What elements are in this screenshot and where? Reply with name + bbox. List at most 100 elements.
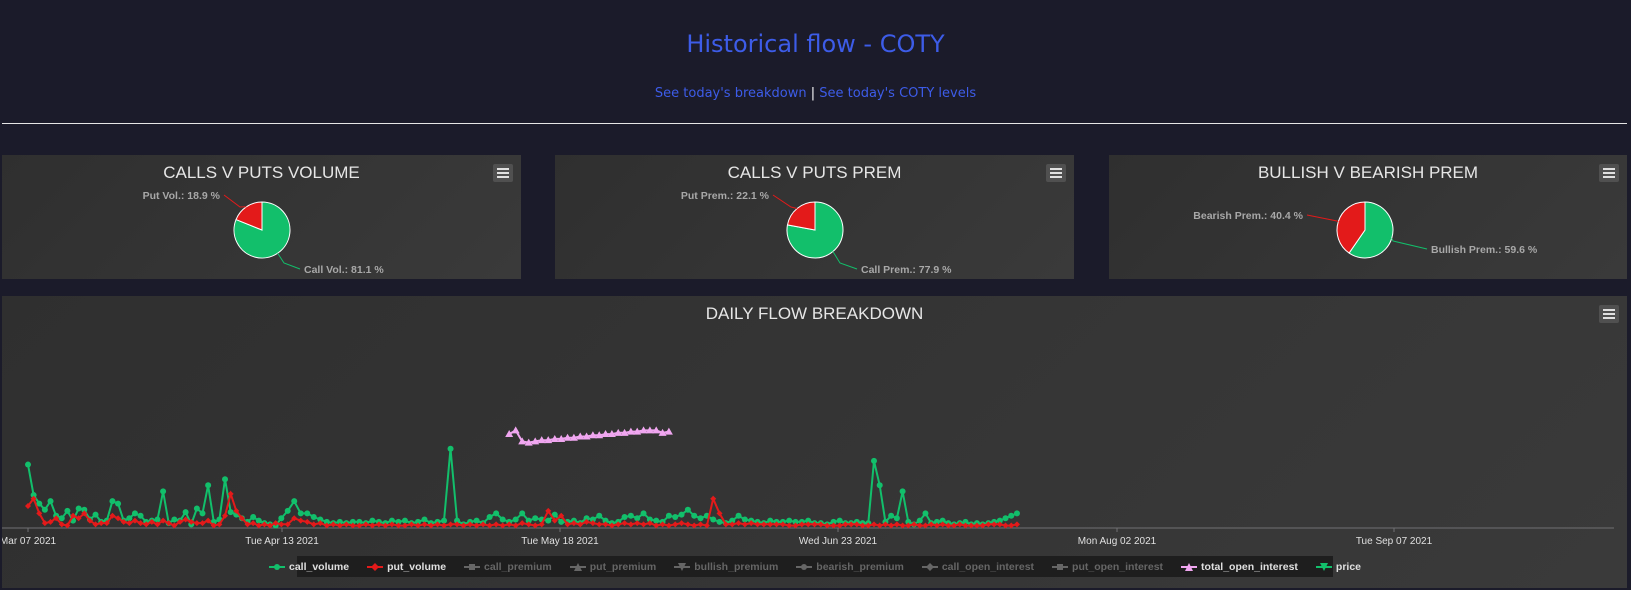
data-point-put-volume[interactable] (754, 521, 761, 528)
data-point-call-volume[interactable] (558, 518, 565, 525)
data-point-put-volume[interactable] (691, 522, 698, 529)
data-point-call-volume[interactable] (115, 500, 122, 507)
data-point-total-open-interest[interactable] (595, 431, 604, 439)
legend-item-price[interactable]: price (1315, 561, 1361, 573)
data-point-put-volume[interactable] (991, 521, 998, 528)
legend-item-put-premium[interactable]: put_premium (569, 561, 656, 573)
data-point-total-open-interest[interactable] (614, 428, 623, 436)
data-point-put-volume[interactable] (58, 521, 65, 528)
pie-slice-put-vol[interactable] (235, 201, 263, 231)
data-point-call-volume[interactable] (25, 461, 31, 468)
data-point-put-volume[interactable] (64, 522, 71, 529)
data-point-put-volume[interactable] (41, 520, 48, 527)
data-point-put-volume[interactable] (362, 521, 369, 528)
data-point-put-volume[interactable] (336, 522, 343, 529)
data-point-put-volume[interactable] (447, 521, 454, 528)
data-point-call-volume[interactable] (401, 517, 408, 524)
data-point-call-volume[interactable] (414, 518, 421, 525)
data-point-call-volume[interactable] (735, 512, 742, 519)
data-point-call-volume[interactable] (454, 517, 461, 524)
data-point-total-open-interest[interactable] (582, 432, 591, 440)
data-point-put-volume[interactable] (979, 522, 986, 529)
data-point-call-volume[interactable] (278, 515, 285, 522)
data-point-put-volume[interactable] (684, 521, 691, 528)
data-point-put-volume[interactable] (349, 522, 356, 529)
data-point-put-volume[interactable] (267, 522, 274, 529)
data-point-total-open-interest[interactable] (588, 431, 597, 439)
data-point-call-volume[interactable] (58, 515, 65, 522)
data-point-call-volume[interactable] (297, 510, 304, 517)
data-point-put-volume[interactable] (414, 522, 421, 529)
data-point-call-volume[interactable] (876, 482, 883, 489)
data-point-put-volume[interactable] (176, 518, 183, 525)
data-point-put-volume[interactable] (665, 522, 672, 529)
data-point-call-volume[interactable] (441, 517, 448, 524)
data-point-call-volume[interactable] (160, 488, 167, 495)
data-point-put-volume[interactable] (817, 521, 824, 528)
data-point-call-volume[interactable] (741, 516, 748, 523)
data-point-put-volume[interactable] (36, 510, 43, 517)
data-point-put-volume[interactable] (486, 522, 493, 529)
data-point-call-volume[interactable] (792, 518, 799, 525)
data-point-total-open-interest[interactable] (652, 426, 661, 434)
data-point-put-volume[interactable] (748, 520, 755, 527)
data-point-call-volume[interactable] (589, 516, 596, 523)
data-point-call-volume[interactable] (512, 516, 519, 523)
data-point-put-volume[interactable] (659, 521, 666, 528)
data-point-put-volume[interactable] (830, 522, 837, 529)
data-point-put-volume[interactable] (86, 517, 93, 524)
data-point-put-volume[interactable] (577, 521, 584, 528)
data-point-put-volume[interactable] (888, 522, 895, 529)
data-point-call-volume[interactable] (109, 498, 116, 505)
data-point-call-volume[interactable] (473, 517, 480, 524)
data-point-call-volume[interactable] (888, 512, 895, 519)
data-point-total-open-interest[interactable] (524, 438, 533, 446)
data-point-total-open-interest[interactable] (569, 433, 578, 441)
data-point-put-volume[interactable] (602, 521, 609, 528)
data-point-put-volume[interactable] (395, 522, 402, 529)
legend-item-total-open-interest[interactable]: total_open_interest (1181, 561, 1298, 573)
data-point-put-volume[interactable] (551, 517, 558, 524)
data-point-call-volume[interactable] (131, 510, 138, 517)
data-point-put-volume[interactable] (564, 521, 571, 528)
data-point-put-volume[interactable] (47, 518, 54, 525)
data-point-total-open-interest[interactable] (511, 426, 520, 434)
data-point-put-volume[interactable] (284, 521, 291, 528)
data-point-call-volume[interactable] (193, 505, 200, 512)
data-point-total-open-interest[interactable] (576, 432, 585, 440)
data-point-put-volume[interactable] (222, 512, 229, 519)
data-point-put-volume[interactable] (98, 520, 105, 527)
data-point-put-volume[interactable] (911, 521, 918, 528)
data-point-call-volume[interactable] (154, 516, 161, 523)
data-point-put-volume[interactable] (532, 522, 539, 529)
data-point-put-volume[interactable] (870, 521, 877, 528)
data-point-call-volume[interactable] (899, 488, 906, 495)
data-point-put-volume[interactable] (205, 517, 212, 524)
data-point-call-volume[interactable] (36, 500, 43, 507)
data-point-put-volume[interactable] (210, 522, 217, 529)
data-point-put-volume[interactable] (261, 521, 268, 528)
data-point-total-open-interest[interactable] (550, 434, 559, 442)
data-point-put-volume[interactable] (899, 522, 906, 529)
data-point-put-volume[interactable] (853, 521, 860, 528)
data-point-call-volume[interactable] (583, 515, 590, 522)
data-point-put-volume[interactable] (278, 521, 285, 528)
data-point-total-open-interest[interactable] (518, 437, 527, 445)
data-point-put-volume[interactable] (933, 522, 940, 529)
data-point-put-volume[interactable] (369, 522, 376, 529)
data-point-total-open-interest[interactable] (607, 430, 616, 438)
data-point-total-open-interest[interactable] (626, 427, 635, 435)
data-point-put-volume[interactable] (250, 520, 257, 527)
data-point-put-volume[interactable] (512, 522, 519, 529)
data-point-put-volume[interactable] (148, 518, 155, 525)
data-point-put-volume[interactable] (722, 521, 729, 528)
data-point-put-volume[interactable] (25, 503, 31, 510)
data-point-call-volume[interactable] (41, 506, 48, 513)
data-point-put-volume[interactable] (182, 516, 189, 523)
data-point-put-volume[interactable] (956, 521, 963, 528)
data-point-put-volume[interactable] (188, 518, 195, 525)
data-point-call-volume[interactable] (596, 512, 603, 519)
data-point-total-open-interest[interactable] (544, 436, 553, 444)
data-point-put-volume[interactable] (160, 517, 167, 524)
data-point-put-volume[interactable] (1002, 522, 1009, 529)
